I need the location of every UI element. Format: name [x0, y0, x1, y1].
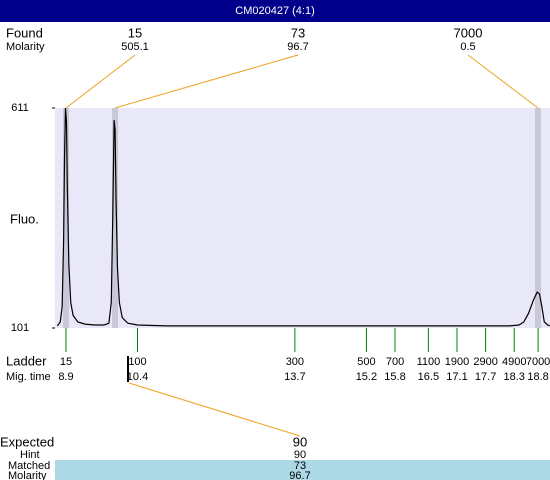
- ladder-time: 18.3: [504, 371, 525, 383]
- ladder-time: 15.2: [356, 371, 377, 383]
- trace: [56, 107, 550, 327]
- connector: [114, 54, 299, 109]
- mig-time-label: Mig. time: [6, 371, 51, 383]
- ladder-size: 15: [60, 356, 72, 368]
- title-bar: [0, 0, 550, 22]
- ladder-time: 16.5: [418, 371, 439, 383]
- ladder-label: Ladder: [6, 353, 47, 368]
- matched-label: Matched: [8, 460, 50, 472]
- ladder-time: 10.4: [127, 371, 148, 383]
- hint-value: 90: [294, 449, 306, 461]
- ladder-time: 17.1: [446, 371, 467, 383]
- expected-label: Expected: [0, 434, 54, 449]
- y-tick-label: 611: [11, 102, 29, 114]
- hint-label: Hint: [20, 449, 40, 461]
- ladder-size: 100: [128, 356, 146, 368]
- molarity-label: Molarity: [8, 470, 47, 480]
- ladder-size: 700: [386, 356, 404, 368]
- ladder-size: 1900: [445, 356, 469, 368]
- ladder-time: 13.7: [284, 371, 305, 383]
- peak-molarity: 0.5: [460, 41, 475, 53]
- title: CM020427 (4:1): [235, 5, 315, 17]
- ladder-size: 2900: [473, 356, 497, 368]
- connector: [65, 54, 136, 109]
- ladder-size: 300: [286, 356, 304, 368]
- ladder-time: 8.9: [58, 371, 73, 383]
- peak-size: 15: [128, 25, 142, 40]
- peak-band: [63, 108, 69, 328]
- matched-band: [55, 460, 550, 480]
- connector: [467, 54, 539, 109]
- peak-band: [112, 108, 118, 328]
- peak-molarity: 96.7: [287, 41, 308, 53]
- peak-size: 7000: [454, 25, 483, 40]
- molarity-label: Molarity: [6, 41, 45, 53]
- peak-size: 73: [291, 25, 305, 40]
- ladder-time: 17.7: [475, 371, 496, 383]
- peak-molarity: 505.1: [121, 41, 149, 53]
- found-label: Found: [6, 25, 43, 40]
- ladder-size: 1100: [417, 356, 441, 368]
- matched-value: 73: [294, 460, 306, 472]
- ladder-size: 7000: [526, 356, 550, 368]
- ladder-time: 15.8: [384, 371, 405, 383]
- plot-area: [55, 108, 550, 328]
- connectors: [65, 54, 539, 437]
- peak-band: [535, 108, 541, 328]
- matched-molarity: 96.7: [289, 470, 310, 480]
- ladder-size: 4900: [502, 356, 526, 368]
- expected-value: 90: [293, 434, 307, 449]
- ladder-time: 18.8: [527, 371, 548, 383]
- y-tick-label: 101: [11, 322, 29, 334]
- connector: [128, 382, 301, 437]
- y-axis-label: Fluo.: [10, 211, 39, 226]
- ladder-size: 500: [357, 356, 375, 368]
